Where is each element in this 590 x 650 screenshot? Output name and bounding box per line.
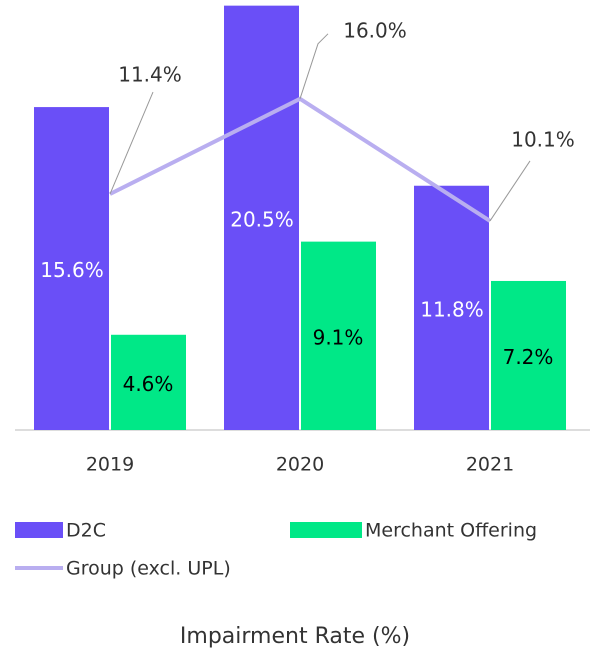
bar <box>34 107 109 430</box>
bar <box>491 280 566 430</box>
legend-swatch <box>290 522 362 538</box>
chart-title: Impairment Rate (%) <box>180 624 410 649</box>
leader-line <box>489 160 531 222</box>
legend-label: Group (excl. UPL) <box>66 558 231 580</box>
leader-line <box>299 33 329 99</box>
x-tick-label: 2020 <box>276 454 324 476</box>
data-label: 15.6% <box>40 258 104 282</box>
data-label: 10.1% <box>511 127 575 151</box>
data-label: 9.1% <box>313 325 364 349</box>
bar <box>224 5 299 431</box>
data-label: 11.8% <box>420 297 484 321</box>
x-tick-label: 2021 <box>466 454 514 476</box>
bar <box>414 185 489 430</box>
x-tick-label: 2019 <box>86 454 134 476</box>
legend-label: Merchant Offering <box>365 520 537 542</box>
data-label: 4.6% <box>123 372 174 396</box>
leader-line <box>109 91 154 195</box>
legend-swatch <box>15 522 63 538</box>
bar <box>301 241 376 430</box>
data-label: 20.5% <box>230 207 294 231</box>
bar <box>111 334 186 430</box>
data-label: 7.2% <box>503 345 554 369</box>
legend-label: D2C <box>66 520 106 542</box>
data-label: 11.4% <box>118 63 182 87</box>
data-label: 16.0% <box>343 18 407 42</box>
